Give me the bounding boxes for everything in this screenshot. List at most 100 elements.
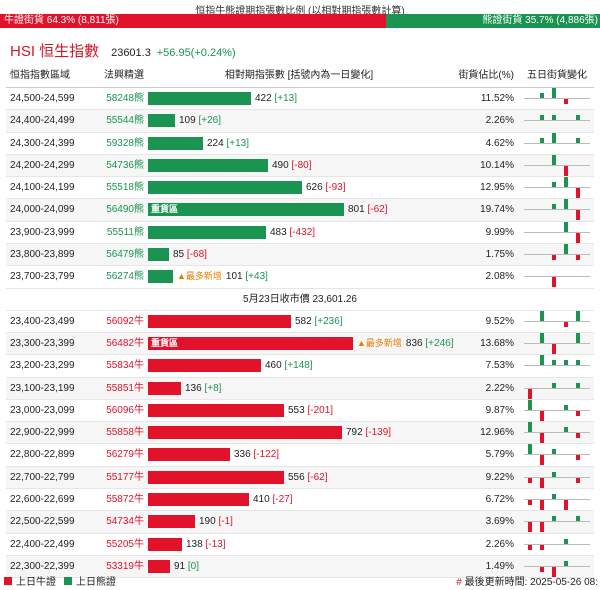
warrant-code-link[interactable]: 56274熊 <box>106 271 144 283</box>
bull-legend-label: 上日牛證 <box>16 577 56 588</box>
five-day-bar <box>540 477 544 488</box>
table-row: 23,800-23,899 56479熊 85 [-68] 1.75% <box>6 244 594 267</box>
contracts-cell: 109 [+26] <box>148 110 450 131</box>
warrant-code-link[interactable]: 56096牛 <box>106 404 144 416</box>
five-day-sparkline <box>520 556 594 577</box>
ratio-cell: 5.79% <box>485 449 514 461</box>
contracts-cell: 重貨區 ▲最多新增 836 [+246] <box>148 333 454 354</box>
five-day-bar <box>564 538 568 544</box>
warrant-code-link[interactable]: 55858牛 <box>106 427 144 439</box>
five-day-bar <box>576 516 580 522</box>
five-day-sparkline <box>520 399 594 421</box>
contracts-cell: 626 [-93] <box>148 177 450 198</box>
warrant-code-link[interactable]: 56479熊 <box>106 249 144 261</box>
daily-change: [+246] <box>425 337 454 349</box>
warrant-code-link[interactable]: 55205牛 <box>106 538 144 550</box>
contracts-value: 91 [0] <box>174 556 199 577</box>
contracts-bar <box>148 114 175 128</box>
contracts-number: 556 <box>288 471 305 483</box>
index-name[interactable]: HSI 恒生指數 <box>10 43 100 60</box>
range-cell: 24,100-24,199 <box>10 182 75 194</box>
warrant-code-link[interactable]: 56490熊 <box>106 204 144 216</box>
contracts-number: 136 <box>185 382 202 394</box>
range-cell: 24,300-24,399 <box>10 137 75 149</box>
daily-change: [-122] <box>253 449 280 461</box>
range-cell: 22,600-22,699 <box>10 494 75 506</box>
contracts-cell: 483 [-432] <box>148 222 450 243</box>
warrant-code-link[interactable]: 55544熊 <box>106 115 144 127</box>
contracts-bar <box>148 359 261 373</box>
contracts-number: 626 <box>306 182 323 194</box>
contracts-number: 224 <box>207 137 224 149</box>
table-row: 23,200-23,299 55834牛 460 [+148] 7.53% <box>6 355 594 378</box>
warrant-code-link[interactable]: 55851牛 <box>106 382 144 394</box>
range-cell: 23,000-23,099 <box>10 404 75 416</box>
legend: 上日牛證 上日熊證 <box>4 573 116 588</box>
warrant-code-link[interactable]: 55872牛 <box>106 494 144 506</box>
sparkline-baseline <box>524 454 590 456</box>
contracts-bar <box>148 493 249 507</box>
five-day-bar <box>576 115 580 121</box>
warrant-code-link[interactable]: 58248熊 <box>106 93 144 104</box>
contracts-value: 490 [-80] <box>272 155 311 176</box>
warrant-code-link[interactable]: 53319牛 <box>106 560 144 572</box>
contracts-bar <box>148 381 181 395</box>
bear-legend-label: 上日熊證 <box>76 577 116 588</box>
table-row: 23,100-23,199 55851牛 136 [+8] 2.22% <box>6 377 594 400</box>
range-cell: 24,200-24,299 <box>10 159 75 171</box>
contracts-value: 336 [-122] <box>234 444 279 465</box>
warrant-code-link[interactable]: 56279牛 <box>106 449 144 461</box>
five-day-sparkline <box>520 177 594 199</box>
warrant-code-link[interactable]: 54736熊 <box>106 159 144 171</box>
range-cell: 23,300-23,399 <box>10 337 75 349</box>
warrant-code-link[interactable]: 55518熊 <box>106 182 144 194</box>
warrant-code-link[interactable]: 56482牛 <box>106 337 144 349</box>
contracts-value: 224 [+13] <box>207 133 249 154</box>
warrant-code-link[interactable]: 55511熊 <box>106 226 144 238</box>
range-cell: 22,500-22,599 <box>10 516 75 528</box>
contracts-cell: 553 [-201] <box>148 400 450 421</box>
contracts-number: 422 <box>255 93 272 104</box>
contracts-number: 101 <box>225 271 243 283</box>
ratio-cell: 2.26% <box>485 538 514 550</box>
contracts-value: 483 [-432] <box>270 222 315 243</box>
five-day-bar <box>528 388 532 399</box>
daily-change: [+26] <box>198 115 221 127</box>
contracts-cell: 190 [-1] <box>148 511 450 532</box>
five-day-bar <box>540 93 544 98</box>
daily-change: [-62] <box>307 471 328 483</box>
table-row: 24,100-24,199 55518熊 626 [-93] 12.95% <box>6 177 594 200</box>
five-day-sparkline <box>520 88 594 109</box>
contracts-bar <box>148 203 344 217</box>
warrant-code-link[interactable]: 54734牛 <box>106 516 144 528</box>
warrant-code-link[interactable]: 56092牛 <box>106 315 144 327</box>
newest-added-tag: ▲最多新增 <box>177 271 222 282</box>
sparkline-baseline <box>524 164 590 166</box>
daily-change: [+236] <box>314 315 343 327</box>
sparkline-baseline <box>524 365 590 367</box>
bull-ratio-segment: 牛證街貨 64.3% (8,811張) <box>0 14 386 28</box>
five-day-bar <box>564 221 568 232</box>
table-row: 24,500-24,599 58248熊 422 [+13] 11.52% <box>6 88 594 111</box>
bull-bear-ratio-bar: 牛證街貨 64.3% (8,811張) 熊證街貨 35.7% (4,886張) <box>0 14 600 28</box>
contracts-value: 460 [+148] <box>265 355 313 376</box>
daily-change: [+148] <box>284 360 313 372</box>
sparkline-baseline <box>524 521 590 523</box>
range-cell: 23,400-23,499 <box>10 315 75 327</box>
table-row: 23,900-23,999 55511熊 483 [-432] 9.99% <box>6 221 594 245</box>
contracts-value: 422 [+13] <box>255 88 297 109</box>
sparkline-baseline <box>524 476 590 478</box>
five-day-bar <box>528 422 532 433</box>
five-day-bar <box>576 255 580 261</box>
sparkline-baseline <box>524 543 590 545</box>
five-day-bar <box>552 132 556 143</box>
warrant-code-link[interactable]: 59328熊 <box>106 137 144 149</box>
contracts-number: 190 <box>199 516 216 528</box>
warrant-code-link[interactable]: 55834牛 <box>106 360 144 372</box>
five-day-sparkline <box>520 266 594 288</box>
warrant-code-link[interactable]: 55177牛 <box>106 471 144 483</box>
five-day-sparkline <box>520 199 594 221</box>
contracts-value: 190 [-1] <box>199 511 233 532</box>
header-contracts: 相對期指張數 [括號內為一日變化] <box>224 70 374 81</box>
header-ratio: 街貨佔比(%) <box>458 70 514 81</box>
